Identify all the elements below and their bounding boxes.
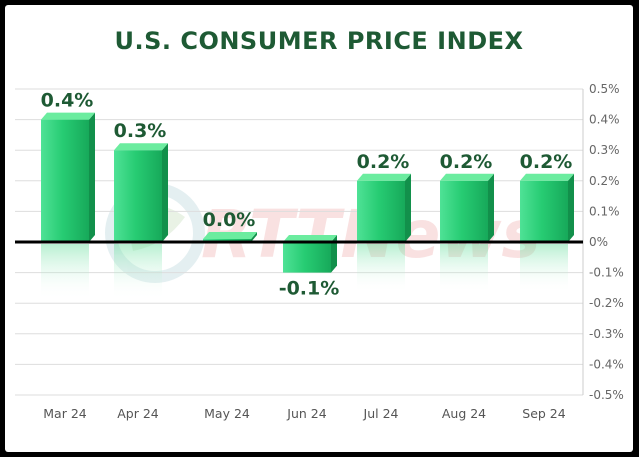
y-tick-label: 0.2% [589, 174, 620, 188]
y-axis: 0.5% 0.4% 0.3% 0.2% 0.1% 0% -0.1% -0.2% -0.3% -0.… [582, 82, 624, 402]
bar [283, 235, 337, 273]
y-tick-label: -0.5% [589, 388, 624, 402]
x-tick-label: Apr 24 [117, 406, 159, 421]
bar-reflection [520, 244, 568, 293]
data-label: 0.2% [357, 151, 410, 173]
chart-frame: U.S. CONSUMER PRICE INDEX RTTNews 0.5%0.… [5, 5, 633, 452]
data-label: 0.4% [41, 90, 94, 112]
data-label: 0.2% [440, 151, 493, 173]
y-tick-label: 0.4% [589, 113, 620, 127]
y-tick-label: 0.1% [589, 204, 620, 218]
y-tick-label: -0.4% [589, 357, 624, 371]
y-tick-label: 0.5% [589, 82, 620, 96]
bar-side [162, 143, 168, 242]
bar [357, 173, 411, 242]
bars [41, 112, 574, 273]
bar-side [568, 173, 574, 242]
x-tick-label: Aug 24 [442, 406, 486, 421]
y-tick-label: -0.2% [589, 296, 624, 310]
bar [114, 143, 168, 242]
bar-side [89, 112, 95, 242]
x-tick-label: Sep 24 [522, 406, 565, 421]
x-tick-label: Jun 24 [286, 406, 326, 421]
bar [520, 173, 574, 242]
x-axis: Mar 24 Apr 24 May 24 Jun 24 Jul 24 Aug 24 Sep … [43, 406, 565, 421]
data-label: 0.3% [114, 120, 167, 142]
bar-chart: RTTNews 0.5%0.4%0.3%0.2%0.1%0%-0.1%-0.2%… [15, 82, 624, 421]
y-tick-label: 0% [589, 235, 608, 249]
bar-front [41, 119, 89, 242]
data-label: -0.1% [279, 278, 340, 300]
bar-top [41, 112, 95, 120]
bar-top [283, 235, 337, 242]
bar-front [440, 180, 488, 242]
bar-side [488, 173, 494, 242]
bar-top [357, 173, 411, 181]
bar-side [331, 235, 337, 273]
chart-title: U.S. CONSUMER PRICE INDEX [114, 27, 524, 55]
bar [440, 173, 494, 242]
y-tick-label: -0.1% [589, 266, 624, 280]
bar-reflection [357, 244, 405, 293]
data-label: 0.0% [203, 209, 256, 231]
bar-top [114, 143, 168, 151]
bar-top [203, 232, 257, 239]
bar-front [283, 242, 331, 273]
bar-front [520, 180, 568, 242]
bar-top [520, 173, 574, 181]
x-tick-label: Mar 24 [43, 406, 87, 421]
x-tick-label: May 24 [204, 406, 250, 421]
bar-reflection [41, 244, 89, 300]
bar [41, 112, 95, 242]
data-label: 0.2% [520, 151, 573, 173]
bar-reflection [440, 244, 488, 293]
bar-reflections [41, 244, 568, 300]
y-tick-label: 0.3% [589, 143, 620, 157]
bar-top [440, 173, 494, 181]
bar-reflection [114, 244, 162, 300]
bar-side [405, 173, 411, 242]
bar-front [357, 180, 405, 242]
y-tick-label: -0.3% [589, 327, 624, 341]
data-labels: 0.4% 0.3% 0.0% -0.1% 0.2% 0.2% 0.2% [41, 90, 573, 300]
bar-front [114, 150, 162, 242]
x-tick-label: Jul 24 [363, 406, 399, 421]
bar-side [251, 232, 257, 242]
